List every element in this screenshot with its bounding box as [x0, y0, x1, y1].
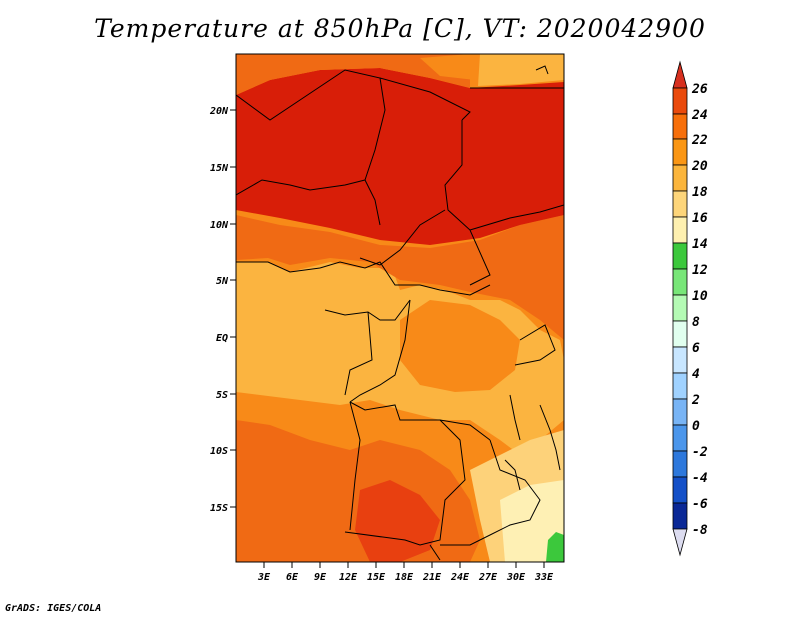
map-frame: [235, 53, 565, 563]
border-line: [535, 65, 549, 75]
map-title: Temperature at 850hPa [C], VT: 202004290…: [94, 14, 706, 43]
colorbar-swatch: [672, 87, 688, 115]
lon-label: 12E: [339, 572, 358, 583]
border-line: [440, 439, 541, 546]
field-warm-north-fringe: [236, 54, 470, 95]
border-line: [236, 261, 321, 273]
lon-label: 3E: [257, 572, 271, 583]
lon-label: 9E: [314, 572, 327, 583]
lon-label: 21E: [422, 572, 442, 583]
field-warm-band: [236, 215, 564, 340]
border-line: [324, 299, 411, 321]
border-line: [359, 209, 446, 266]
colorbar-swatch: [672, 242, 688, 270]
border-line: [509, 394, 521, 441]
colorbar-label: 24: [691, 108, 708, 123]
lon-label: 27E: [478, 572, 498, 583]
colorbar-label: 2: [691, 393, 700, 408]
colorbar-label: 26: [691, 82, 708, 97]
grads-credit: GrADS: IGES/COLA: [5, 603, 102, 614]
border-line: [236, 179, 381, 226]
colorbar-swatch: [672, 476, 688, 504]
colorbar-swatch: [672, 294, 688, 322]
colorbar-label: 18: [692, 185, 708, 200]
lon-label: 15E: [367, 572, 386, 583]
border-line: [349, 401, 361, 531]
colorbar-swatch: [672, 164, 688, 192]
field-mid-central: [400, 300, 520, 392]
colorbar-label: 10: [692, 289, 708, 304]
colorbar-swatch: [672, 268, 688, 296]
colorbar-swatch: [672, 398, 688, 426]
colorbar-swatch: [672, 216, 688, 244]
colorbar-label: 16: [692, 211, 708, 226]
field-mid-north-fringe: [420, 54, 475, 80]
colorbar-swatch: [672, 190, 688, 218]
colorbar-label: 8: [692, 315, 700, 330]
colorbar-swatch: [672, 502, 688, 530]
colorbar-label: -6: [692, 497, 708, 512]
colorbar-label: 22: [691, 133, 708, 148]
colorbar-swatch: [672, 320, 688, 348]
border-line: [539, 404, 561, 471]
colorbar-top-triangle: [672, 60, 688, 89]
border-line: [319, 261, 491, 296]
border-line: [349, 299, 411, 403]
lon-label: 24E: [450, 572, 470, 583]
colorbar: [672, 60, 688, 557]
temperature-field: [236, 54, 564, 562]
longitude-axis: 3E 6E 9E 12E 15E 18E 21E 24E 27E 30E 33E: [257, 562, 554, 583]
lat-label: 20N: [209, 106, 229, 117]
colorbar-label: 0: [692, 419, 700, 434]
colorbar-bottom-triangle: [672, 528, 688, 557]
colorbar-swatch: [672, 346, 688, 374]
field-green-southeast: [546, 532, 564, 562]
field-hot-south: [355, 480, 440, 562]
colorbar-label: 4: [692, 367, 700, 382]
lat-label: 15N: [210, 163, 229, 174]
lon-label: 6E: [286, 572, 299, 583]
field-mild-north-fringe: [478, 54, 564, 86]
colorbar-label: -8: [692, 523, 708, 538]
colorbar-swatch: [672, 424, 688, 452]
border-line: [344, 419, 466, 546]
border-line: [444, 120, 491, 286]
border-line: [469, 204, 564, 231]
lat-label: 5N: [216, 276, 229, 287]
country-borders: [236, 65, 564, 561]
lon-label: 33E: [534, 572, 554, 583]
lat-label: 5S: [216, 390, 228, 401]
colorbar-swatch: [672, 372, 688, 400]
lat-label: 10N: [210, 220, 229, 231]
border-line: [344, 311, 373, 396]
border-line: [429, 544, 441, 561]
latitude-axis: 20N 15N 10N 5N EQ 5S 10S 15S: [209, 106, 236, 514]
lon-label: 30E: [506, 572, 526, 583]
colorbar-label: 14: [692, 237, 708, 252]
field-hot-north: [236, 68, 564, 245]
colorbar-label: -2: [692, 445, 708, 460]
lon-label: 18E: [395, 572, 414, 583]
border-line: [504, 459, 521, 491]
border-line: [349, 401, 491, 441]
colorbar-swatch: [672, 113, 688, 140]
colorbar-swatch: [672, 450, 688, 478]
colorbar-label: 6: [692, 341, 700, 356]
lat-label: EQ: [216, 333, 228, 344]
border-line: [514, 324, 556, 366]
lat-label: 10S: [210, 446, 228, 457]
border-line: [379, 77, 471, 121]
lat-label: 15S: [210, 503, 228, 514]
colorbar-labels: 26 24 22 20 18 16 14 12 10 8 6 4 2 0 -2 …: [691, 82, 708, 538]
colorbar-swatch: [672, 138, 688, 166]
border-line: [236, 69, 386, 181]
colorbar-label: 12: [692, 263, 708, 278]
colorbar-label: -4: [692, 471, 708, 486]
colorbar-label: 20: [691, 159, 708, 174]
